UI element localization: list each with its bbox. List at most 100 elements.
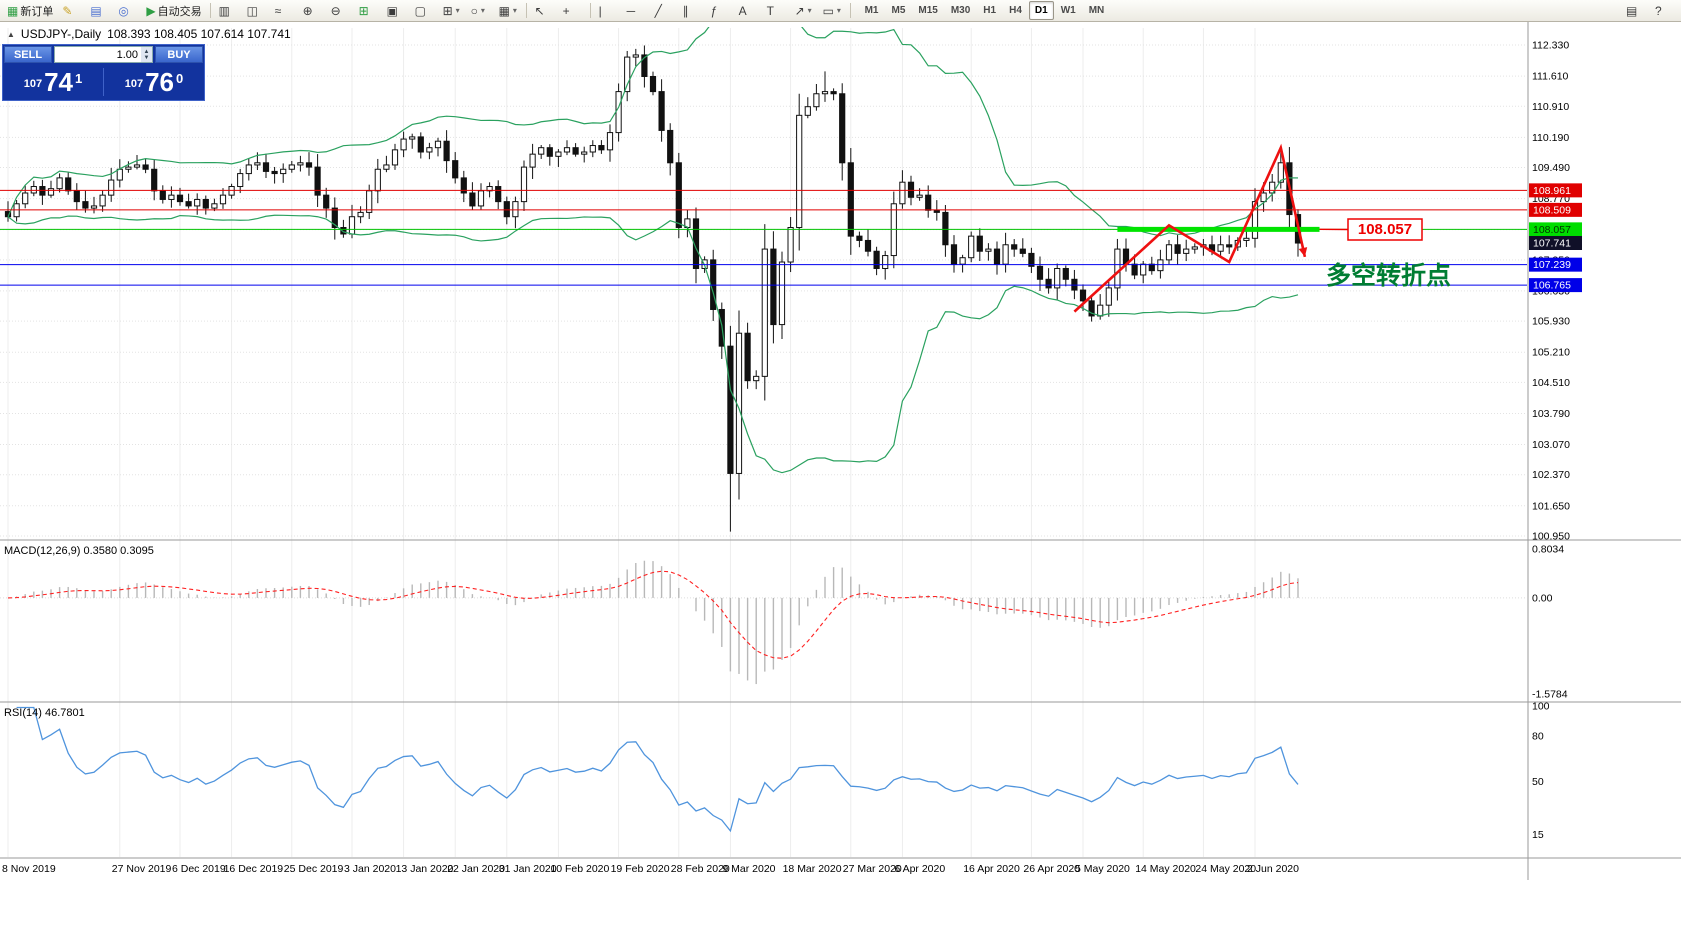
trend-zigzag-arrow[interactable] (1073, 143, 1307, 313)
arrows-button[interactable]: ↗ ▾ (791, 0, 818, 21)
toolbar-separator (209, 3, 211, 18)
svg-text:22 Jan 2020: 22 Jan 2020 (447, 863, 505, 875)
tile-windows-icon: ⊞ (358, 3, 369, 18)
zoom-out-icon: ⊖ (330, 3, 341, 18)
arrange-down-icon: ▢ (414, 3, 426, 18)
buy-price-sup: 0 (176, 70, 184, 86)
timeframe-m5-button[interactable]: M5 (891, 5, 906, 16)
sell-price[interactable]: 107 74 1 (3, 69, 103, 95)
timeframe-group: M1 M5 M15 M30 H1 H4 D1 W1 MN (859, 1, 1111, 20)
price-badge-108.509 (1529, 202, 1582, 217)
timeframe-h4-button[interactable]: H4 (1009, 5, 1022, 16)
help-button[interactable]: ? (1651, 0, 1678, 21)
sell-price-small: 107 (23, 77, 43, 90)
svg-text:6 Dec 2019: 6 Dec 2019 (172, 863, 226, 875)
spinner-up-icon[interactable]: ▲ (143, 48, 150, 55)
svg-text:111.610: 111.610 (1532, 71, 1569, 83)
timeframe-mn-button[interactable]: MN (1088, 5, 1105, 16)
channel-button[interactable]: ∥ (679, 0, 706, 21)
line-chart-button[interactable]: ≈ (271, 0, 298, 21)
horizontal-line-button[interactable]: ─ (623, 0, 650, 21)
svg-text:27 Mar 2020: 27 Mar 2020 (843, 863, 902, 875)
period-button[interactable]: ○ ▾ (467, 0, 494, 21)
new-chart-button[interactable]: ⊞ ▾ (439, 0, 466, 21)
turning-point-note[interactable]: 多空转折点 (1326, 261, 1451, 290)
chart-collapse-icon[interactable]: ▲ (7, 29, 15, 39)
svg-text:108.057: 108.057 (1533, 224, 1571, 236)
sell-button[interactable]: SELL (4, 46, 52, 63)
metaeditor-icon: ✎ (62, 3, 73, 18)
svg-text:6 Apr 2020: 6 Apr 2020 (894, 863, 945, 875)
price-callout-box[interactable] (1347, 218, 1423, 241)
new-chart-icon: ⊞ (442, 3, 453, 18)
rsi-axis[interactable]: 100 80 50 15 (1532, 701, 1550, 841)
timeframe-m30-button[interactable]: M30 (950, 5, 971, 16)
vertical-line-button[interactable]: | (595, 0, 622, 21)
volume-spinner[interactable]: ▲ ▼ (141, 47, 152, 62)
metaeditor-button[interactable]: ✎ (58, 0, 85, 21)
bar-chart-button[interactable]: ▥ (215, 0, 242, 21)
svg-text:108.509: 108.509 (1533, 204, 1571, 216)
dropdown-arrow-icon[interactable]: ▾ (480, 6, 485, 15)
timeframe-d1-button[interactable]: D1 (1028, 1, 1054, 20)
cursor-button[interactable]: ↖ (531, 0, 558, 21)
macd-axis[interactable]: 0.8034 0.00 -1.5784 (1532, 544, 1568, 701)
svg-text:15: 15 (1532, 829, 1544, 841)
arrange-up-button[interactable]: ▣ (383, 0, 410, 21)
print-button[interactable]: ▤ (1622, 0, 1649, 21)
buy-price-big: 76 (145, 66, 175, 97)
template-icon: ▦ (498, 3, 510, 18)
trendline-button[interactable]: ╱ (651, 0, 678, 21)
dropdown-arrow-icon[interactable]: ▾ (836, 6, 841, 15)
timeframe-w1-button[interactable]: W1 (1060, 5, 1076, 16)
text-button[interactable]: A (735, 0, 762, 21)
svg-text:107.239: 107.239 (1533, 259, 1571, 271)
dropdown-arrow-icon[interactable]: ▾ (512, 6, 517, 15)
macd-signal-line (7, 570, 1299, 659)
bollinger-upper-band (7, 27, 1299, 237)
svg-text:9 Mar 2020: 9 Mar 2020 (722, 863, 775, 875)
market-watch-button[interactable]: ▤ (86, 0, 113, 21)
refresh-button[interactable]: ◎ (114, 0, 141, 21)
crosshair-button[interactable]: + (559, 0, 586, 21)
label-icon: T (766, 3, 774, 18)
svg-text:25 Dec 2019: 25 Dec 2019 (284, 863, 344, 875)
new-order-button[interactable]: ▦ 新订单 (3, 0, 57, 21)
volume-input[interactable]: 1.00 ▲ ▼ (54, 46, 153, 63)
label-button[interactable]: T (763, 0, 790, 21)
template-button[interactable]: ▦ ▾ (495, 0, 522, 21)
svg-text:109.490: 109.490 (1532, 162, 1570, 174)
fibonacci-icon: ƒ (710, 3, 718, 18)
buy-button[interactable]: BUY (155, 46, 203, 63)
timeframe-h1-button[interactable]: H1 (983, 5, 997, 16)
sell-price-sup: 1 (75, 70, 83, 86)
fibonacci-button[interactable]: ƒ (707, 0, 734, 21)
svg-text:31 Jan 2020: 31 Jan 2020 (499, 863, 557, 875)
price-axis[interactable]: 112.330111.610110.910110.190109.490108.7… (1529, 40, 1582, 543)
timeframe-m15-button[interactable]: M15 (918, 5, 938, 16)
shapes-button[interactable]: ▭ ▾ (819, 0, 846, 21)
toolbar-separator (849, 3, 851, 18)
svg-text:108.961: 108.961 (1533, 185, 1571, 197)
timeframe-m1-button[interactable]: M1 (864, 5, 879, 16)
dropdown-arrow-icon[interactable]: ▾ (455, 6, 460, 15)
zoom-in-button[interactable]: ⊕ (299, 0, 326, 21)
help-icon: ? (1655, 3, 1662, 18)
market-watch-icon: ▤ (90, 3, 102, 18)
arrange-down-button[interactable]: ▢ (411, 0, 438, 21)
svg-text:8 Nov 2019: 8 Nov 2019 (2, 863, 56, 875)
dropdown-arrow-icon[interactable]: ▾ (807, 6, 812, 15)
candlestick-chart-button[interactable]: ◫ (243, 0, 270, 21)
bar-chart-icon: ▥ (218, 3, 230, 18)
svg-text:26 Apr 2020: 26 Apr 2020 (1023, 863, 1080, 875)
spinner-down-icon[interactable]: ▼ (143, 54, 150, 61)
volume-value[interactable]: 1.00 (116, 48, 138, 61)
svg-text:80: 80 (1532, 731, 1544, 743)
buy-price[interactable]: 107 76 0 (104, 69, 204, 95)
toolbar-separator (589, 3, 591, 18)
tile-windows-button[interactable]: ⊞ (355, 0, 382, 21)
autotrading-button[interactable]: ▶ 自动交易 (142, 0, 205, 21)
zoom-out-button[interactable]: ⊖ (327, 0, 354, 21)
